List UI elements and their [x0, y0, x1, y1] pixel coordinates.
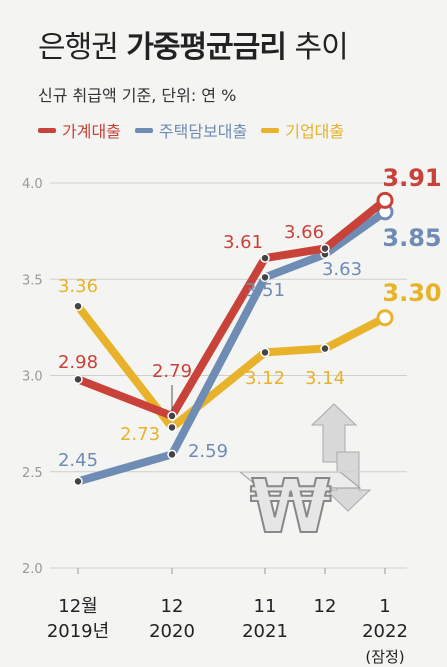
- legend-label-household: 가계대출: [62, 122, 121, 141]
- data-label-household: 2.79: [152, 361, 192, 382]
- data-point-mortgage: [73, 476, 83, 487]
- data-label-mortgage: 2.45: [58, 450, 98, 471]
- data-point-corporate: [260, 347, 270, 358]
- data-label-household: 2.98: [58, 352, 98, 373]
- data-label-mortgage: 3.51: [245, 280, 285, 301]
- x-tick-label: 12월: [58, 596, 97, 617]
- legend-item-mortgage: 주택담보대출: [134, 118, 248, 142]
- legend-swatch-mortgage: [134, 127, 153, 133]
- data-label-corporate: 3.30: [382, 279, 441, 307]
- legend-swatch-household: [38, 127, 56, 133]
- title-part-1: 은행권: [38, 30, 127, 65]
- data-point-household: [73, 374, 83, 385]
- won-currency-icon: ₩: [238, 403, 372, 551]
- title-bold: 가중평균금리: [126, 30, 287, 65]
- page-subtitle: 신규 취급액 기준, 단위: 연 %: [38, 86, 237, 105]
- data-point-mortgage: [167, 449, 177, 460]
- x-tick-label: 2019년: [47, 621, 109, 642]
- x-tick-label: 11: [254, 596, 277, 617]
- x-tick-label: 2020: [149, 621, 195, 642]
- legend-swatch-corporate: [261, 127, 280, 133]
- data-point-corporate: [73, 301, 83, 311]
- legend-label-mortgage: 주택담보대출: [158, 122, 248, 141]
- data-label-mortgage: 2.59: [188, 441, 228, 462]
- legend-item-corporate: 기업대출: [261, 118, 344, 142]
- x-tick-label: 2021: [242, 621, 288, 642]
- y-tick-label: 2.5: [22, 466, 43, 481]
- data-label-household: 3.91: [382, 164, 441, 192]
- data-label-corporate: 3.14: [305, 368, 345, 389]
- legend-item-household: 가계대출: [38, 118, 121, 142]
- data-point-household: [376, 191, 394, 209]
- x-tick-label: 1: [379, 596, 390, 617]
- data-point-corporate: [167, 422, 177, 433]
- title-part-2: 추이: [285, 30, 348, 65]
- chart-legend: 가계대출 주택담보대출 기업대출: [38, 118, 344, 142]
- data-label-household: 3.66: [284, 222, 324, 243]
- legend-label-corporate: 기업대출: [285, 122, 345, 141]
- data-point-mortgage: [260, 272, 270, 283]
- x-tick-label: 12: [161, 596, 184, 617]
- data-point-household: [320, 243, 330, 254]
- data-label-corporate: 3.12: [245, 368, 285, 389]
- data-point-corporate: [320, 343, 330, 354]
- y-tick-label: 4.0: [22, 177, 43, 192]
- y-tick-label: 3.0: [22, 370, 43, 385]
- data-point-household: [167, 411, 177, 421]
- data-point-household: [260, 253, 270, 263]
- x-tick-label: 2022: [362, 621, 408, 642]
- x-tick-label: 12: [314, 596, 337, 617]
- data-label-corporate: 2.73: [120, 424, 160, 445]
- data-point-corporate: [376, 309, 394, 327]
- data-label-corporate: 3.36: [58, 276, 98, 297]
- data-label-mortgage: 3.63: [322, 259, 362, 280]
- y-tick-label: 3.5: [22, 273, 43, 288]
- data-label-household: 3.61: [223, 232, 263, 253]
- svg-text:₩: ₩: [250, 464, 332, 550]
- data-label-mortgage: 3.85: [382, 224, 441, 252]
- x-tick-label: (잠정): [365, 648, 404, 666]
- y-tick-label: 2.0: [22, 562, 43, 577]
- page-title: 은행권 가중평균금리 추이: [38, 22, 349, 66]
